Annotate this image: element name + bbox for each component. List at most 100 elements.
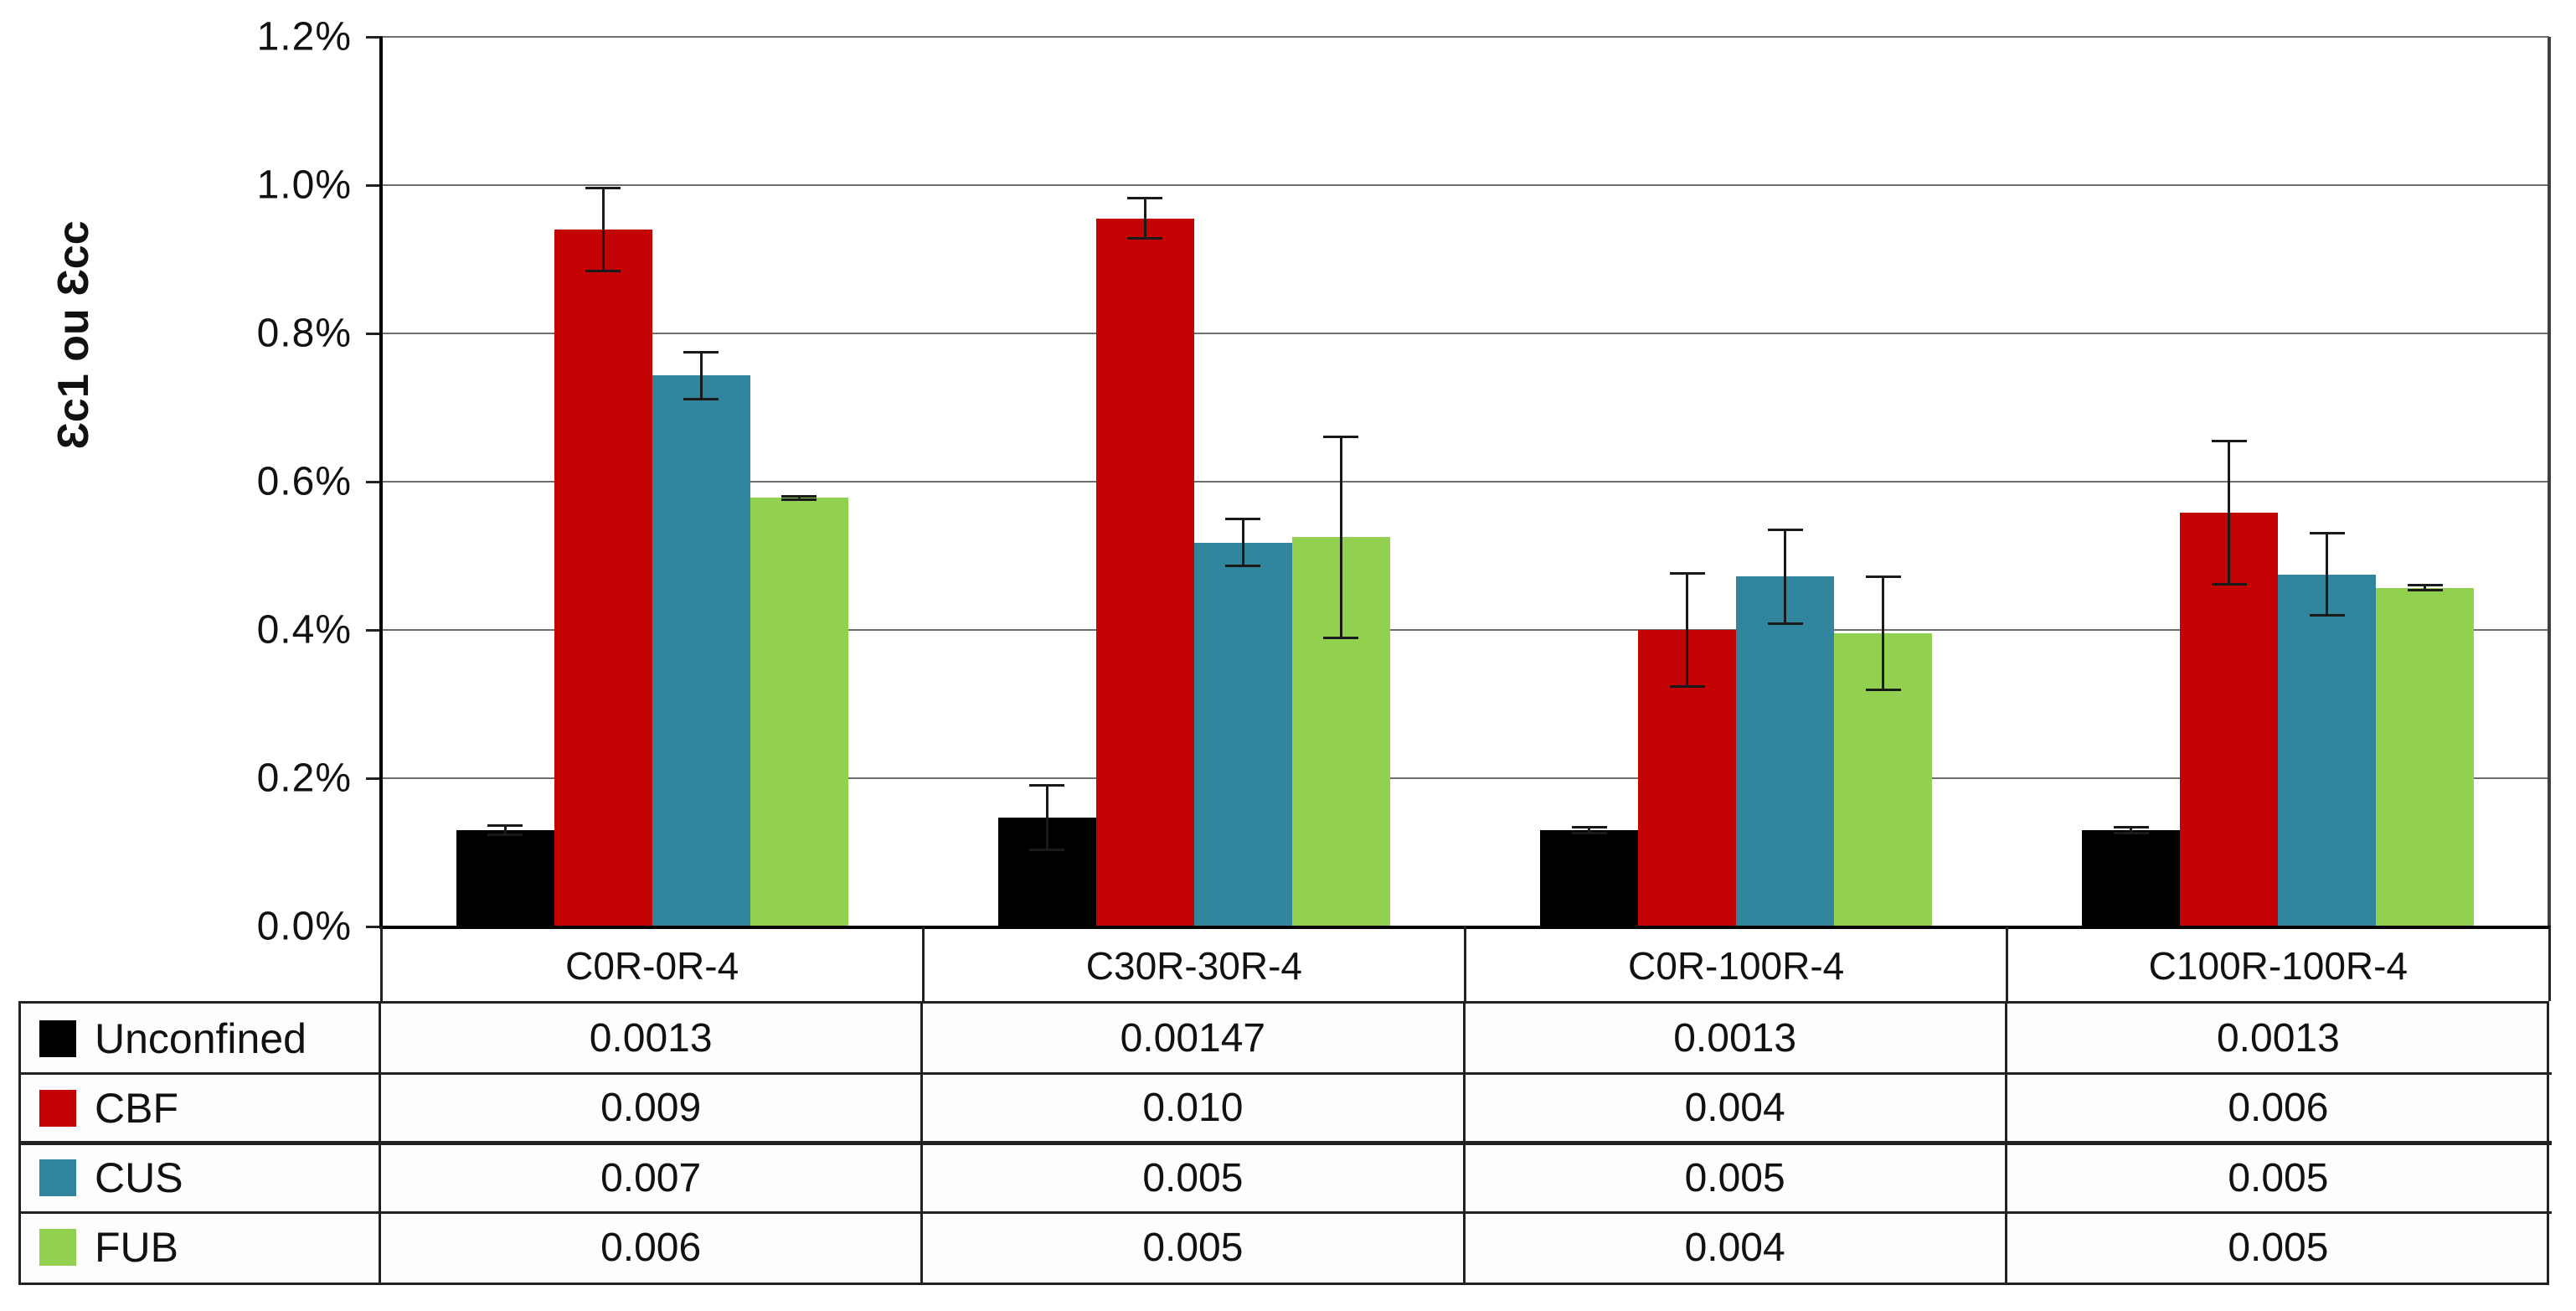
table-value-cell: 0.004	[1466, 1073, 2007, 1143]
error-bar-cap-bottom	[683, 397, 719, 400]
series-name: FUB	[95, 1224, 178, 1272]
error-bar	[1241, 518, 1244, 567]
error-bar-cap-top	[1767, 528, 1803, 531]
error-bar	[1588, 825, 1591, 835]
category-label: C0R-100R-4	[1628, 943, 1845, 988]
bar-fub-1	[750, 498, 848, 926]
table-value-cell: 0.005	[2228, 1155, 2329, 1200]
y-tick-label: 0.6%	[256, 459, 352, 504]
error-bar-cap-top	[1571, 825, 1607, 828]
error-bar	[1143, 197, 1146, 240]
y-tick-mark	[366, 777, 383, 780]
table-value-cell: 0.005	[923, 1212, 1466, 1283]
error-bar-cap-bottom	[1029, 848, 1065, 851]
error-bar	[1784, 528, 1787, 625]
error-bar	[1882, 575, 1885, 692]
gridline	[381, 629, 2549, 631]
bar-unconfined-3	[1540, 829, 1639, 926]
error-bar-cap-bottom	[2113, 832, 2149, 835]
error-bar	[2326, 532, 2329, 617]
series-name: CUS	[95, 1154, 183, 1202]
error-bar-cap-top	[1669, 571, 1705, 575]
y-axis-line	[379, 37, 383, 926]
error-bar	[797, 494, 801, 501]
error-bar-cap-top	[683, 351, 719, 354]
table-value-cell: 0.006	[381, 1212, 924, 1283]
table-value-cell: 0.00147	[923, 1004, 1466, 1074]
table-value-cell: 0.0013	[381, 1004, 924, 1074]
error-bar-cap-top	[1323, 436, 1359, 439]
category-label: C30R-30R-4	[1085, 943, 1302, 988]
error-bar-cap-top	[1029, 784, 1065, 787]
category-separator	[2006, 926, 2009, 1001]
category-separator	[921, 926, 925, 1001]
data-table: Unconfined 0.0013 0.00147 0.0013 0.0013 CBF 0.…	[18, 1001, 2552, 1285]
table-value-cell: 0.005	[1466, 1143, 2007, 1213]
bar-cus-2	[1193, 542, 1292, 926]
table-value-cell: 0.0013	[1466, 1004, 2007, 1074]
bar-cbf-1	[554, 230, 652, 926]
legend-cell-unconfined: Unconfined	[21, 1004, 381, 1074]
legend-swatch-unconfined	[39, 1019, 76, 1057]
error-bar-cap-bottom	[1767, 622, 1803, 625]
error-bar-cap-bottom	[585, 270, 621, 273]
error-bar	[503, 823, 507, 837]
error-bar-cap-top	[1865, 575, 1901, 579]
error-bar	[2228, 440, 2231, 586]
bar-cbf-2	[1095, 218, 1194, 926]
y-tick-mark	[366, 925, 383, 928]
legend-cell-cus: CUS	[21, 1143, 381, 1213]
category-label: C0R-0R-4	[565, 943, 739, 988]
error-bar-cap-bottom	[2309, 614, 2345, 617]
gridline	[381, 481, 2549, 483]
series-name: CBF	[95, 1084, 178, 1132]
y-tick-mark	[366, 332, 383, 335]
category-label: C100R-100R-4	[2148, 943, 2409, 988]
gridline	[381, 333, 2549, 334]
table-value-cell: 0.004	[1466, 1212, 2007, 1283]
error-bar-cap-bottom	[2407, 588, 2443, 591]
y-tick-mark	[366, 628, 383, 632]
error-bar-cap-top	[2309, 532, 2345, 535]
legend-cell-fub: FUB	[21, 1212, 381, 1283]
legend-swatch-cus	[39, 1159, 76, 1197]
table-value-cell: 0.005	[923, 1143, 1466, 1213]
error-bar-cap-top	[1127, 197, 1163, 200]
table-value-cell: 0.009	[381, 1073, 924, 1143]
legend-swatch-fub	[39, 1229, 76, 1267]
y-tick-mark	[366, 183, 383, 187]
error-bar-cap-top	[781, 494, 817, 498]
category-separator	[379, 926, 383, 1001]
error-bar-cap-top	[2407, 584, 2443, 587]
y-tick-label: 0.0%	[256, 904, 352, 949]
bar-cus-3	[1736, 576, 1835, 926]
y-tick-label: 0.8%	[256, 311, 352, 356]
table-row-separator	[21, 1141, 2552, 1145]
gridline	[381, 777, 2549, 779]
table-value-cell: 0.007	[381, 1143, 924, 1213]
error-bar-cap-top	[487, 823, 523, 827]
error-bar-cap-top	[1225, 518, 1261, 521]
error-bar-cap-bottom	[1225, 564, 1261, 567]
y-tick-label: 1.0%	[256, 163, 352, 208]
error-bar-cap-bottom	[1127, 237, 1163, 240]
error-bar-cap-bottom	[1571, 832, 1607, 835]
error-bar-cap-top	[2211, 440, 2247, 443]
error-bar-cap-top	[585, 186, 621, 189]
error-bar	[2130, 825, 2133, 835]
y-tick-mark	[366, 35, 383, 39]
table-value-cell: 0.0013	[2216, 1016, 2340, 1061]
bar-fub-4	[2376, 587, 2475, 926]
gridline	[381, 184, 2549, 186]
error-bar-cap-bottom	[1323, 636, 1359, 639]
gridline	[381, 36, 2549, 38]
error-bar	[601, 186, 605, 273]
table-row-separator	[21, 1071, 2552, 1075]
error-bar	[699, 351, 703, 400]
error-bar-cap-bottom	[1865, 689, 1901, 692]
category-separator	[2548, 926, 2551, 1001]
error-bar	[1045, 784, 1048, 851]
table-value-cell: 0.006	[2228, 1086, 2329, 1131]
